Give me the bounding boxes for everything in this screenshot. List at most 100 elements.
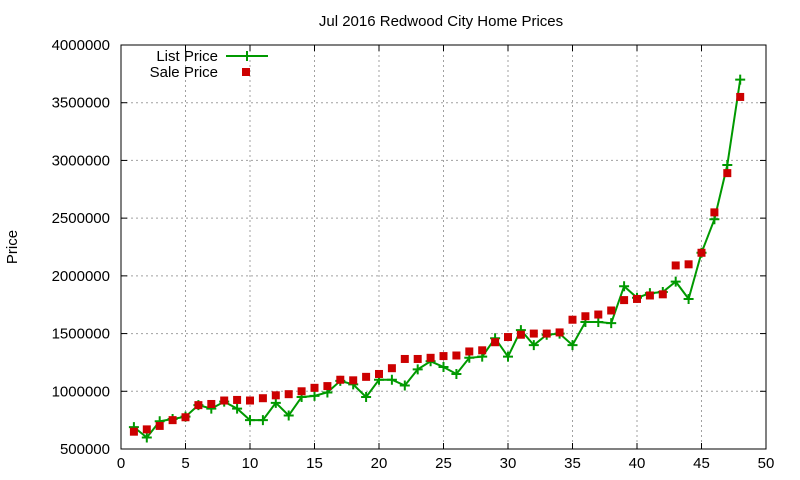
list-price-point — [735, 74, 746, 85]
sale-price-point — [258, 394, 267, 403]
sale-price-point — [155, 421, 164, 430]
sale-price-point — [168, 416, 177, 425]
sale-price-point — [439, 352, 448, 361]
sale-price-point — [465, 347, 474, 356]
sale-price-point — [284, 390, 293, 399]
legend-label: List Price — [156, 48, 218, 65]
y-tick-label: 3500000 — [52, 95, 110, 112]
x-tick-label: 45 — [693, 455, 710, 472]
x-tick-label: 25 — [435, 455, 452, 472]
sale-price-point — [710, 208, 719, 217]
series-sale-price — [129, 92, 745, 436]
sale-price-point — [671, 261, 680, 270]
sale-price-point — [491, 338, 500, 347]
x-tick-label: 10 — [242, 455, 259, 472]
sale-price-point — [452, 351, 461, 360]
sale-price-point — [310, 383, 319, 392]
sale-price-point — [568, 315, 577, 324]
series-layer — [128, 74, 746, 443]
list-price-point — [438, 362, 449, 373]
sale-price-point — [504, 333, 512, 342]
legend-label: Sale Price — [150, 64, 218, 81]
sale-price-point — [555, 328, 564, 337]
sale-price-point — [581, 312, 590, 321]
sale-price-point — [142, 425, 151, 434]
legend-plus-swatch — [242, 51, 252, 61]
list-price-point — [141, 432, 152, 443]
sale-price-point — [181, 413, 190, 422]
list-price-point — [606, 318, 617, 329]
list-price-point — [503, 351, 513, 362]
sale-price-point — [400, 354, 409, 363]
list-price-point — [232, 403, 243, 414]
sale-price-point — [426, 353, 435, 362]
y-tick-label: 1500000 — [52, 326, 110, 343]
chart-title: Jul 2016 Redwood City Home Prices — [319, 13, 563, 30]
list-price-point — [361, 392, 372, 403]
list-price-point — [722, 160, 733, 171]
sale-price-point — [478, 346, 487, 355]
y-tick-label: 2500000 — [52, 210, 110, 227]
sale-price-point — [607, 306, 616, 315]
x-tick-label: 5 — [181, 455, 189, 472]
legend-square-swatch — [242, 68, 250, 76]
x-tick-label: 35 — [564, 455, 581, 472]
sale-price-point — [542, 329, 551, 338]
list-price-point — [245, 415, 255, 426]
x-tick-label: 15 — [306, 455, 323, 472]
sale-price-point — [323, 382, 332, 391]
sale-price-point — [736, 92, 745, 101]
sale-price-point — [297, 387, 306, 396]
list-price-point — [257, 415, 268, 426]
sale-price-point — [620, 296, 629, 305]
sale-price-point — [207, 399, 216, 408]
sale-price-point — [516, 330, 525, 339]
y-tick-label: 500000 — [60, 441, 110, 458]
x-tick-label: 20 — [371, 455, 388, 472]
list-price-point — [593, 317, 604, 328]
sale-price-point — [349, 376, 358, 385]
sale-price-point — [336, 375, 345, 384]
list-price-point — [619, 281, 630, 292]
list-price-point — [309, 390, 320, 401]
sale-price-point — [658, 290, 667, 299]
list-price-point — [386, 374, 397, 385]
list-price-point — [528, 340, 539, 351]
sale-price-point — [697, 248, 706, 257]
list-price-point — [670, 276, 681, 287]
plot-frame — [120, 44, 767, 450]
sale-price-point — [633, 294, 641, 303]
y-tick-label: 1000000 — [52, 383, 110, 400]
sale-price-point — [645, 291, 654, 300]
y-tick-label: 2000000 — [52, 268, 110, 285]
list-price-point — [567, 340, 578, 351]
x-tick-label: 40 — [629, 455, 646, 472]
sale-price-point — [194, 401, 203, 410]
list-price-point — [283, 410, 294, 421]
x-tick-label: 50 — [758, 455, 775, 472]
list-price-point — [451, 368, 462, 379]
sale-price-point — [529, 329, 538, 338]
list-price-point — [399, 380, 410, 391]
sale-price-point — [413, 354, 422, 363]
list-price-point — [270, 397, 281, 408]
sale-price-point — [246, 396, 254, 405]
y-tick-label: 4000000 — [52, 37, 110, 54]
sale-price-point — [220, 396, 229, 405]
sale-price-point — [375, 369, 383, 378]
x-tick-label: 30 — [500, 455, 517, 472]
sale-price-point — [233, 395, 242, 404]
axis-ticks: 0 5 10 15 20 25 30 35 40 45 50 500000 1000000 1500000… — [52, 37, 775, 472]
list-price-point — [683, 293, 694, 304]
sale-price-point — [684, 260, 693, 269]
sale-price-point — [129, 427, 138, 436]
sale-price-point — [271, 391, 280, 400]
sale-price-point — [387, 364, 396, 373]
x-tick-label: 0 — [117, 455, 125, 472]
y-tick-label: 3000000 — [52, 152, 110, 169]
y-axis-label: Price — [4, 230, 21, 264]
sale-price-point — [362, 372, 371, 381]
